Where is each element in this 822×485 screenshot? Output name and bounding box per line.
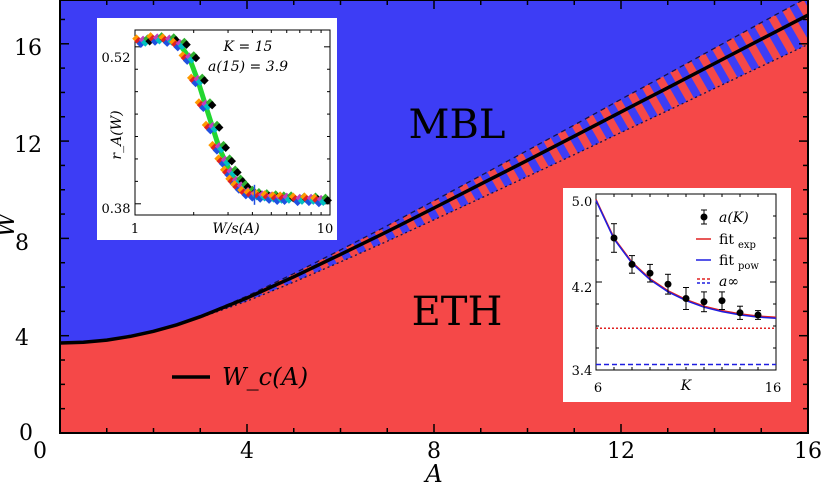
inset1-data-point — [221, 143, 230, 152]
inset-scaling-collapse: K = 15 a(15) = 3.9 0.52 0.38 1 10 W/s(A)… — [97, 18, 337, 240]
y-tick-label: 8 — [15, 231, 29, 256]
inset1-annotation: a(15) = 3.9 — [208, 59, 288, 75]
inset2-frame — [595, 193, 777, 371]
inset1-annotation: K = 15 — [223, 39, 273, 55]
inset2-data-point — [754, 311, 762, 319]
inset1-data-point — [191, 53, 201, 63]
inset2-data-point — [646, 269, 654, 277]
y-tick-label: 4 — [15, 326, 29, 351]
y-tick-label: 16 — [14, 36, 42, 61]
inset2-data-point — [718, 297, 726, 305]
inset1-marks — [132, 32, 332, 208]
inset2-data-point — [700, 298, 708, 306]
inset2-y-tick-label: 4.2 — [572, 281, 593, 296]
inset1-x-tick-label: 10 — [317, 222, 334, 237]
main-frame — [59, 0, 809, 434]
y-axis-label: W — [0, 210, 20, 237]
mbl-region-label: MBL — [409, 102, 506, 148]
inset1-data-point — [227, 156, 237, 166]
lower-bound-dotted-line — [59, 43, 809, 344]
legend-label-a-inf: a∞ — [719, 274, 739, 290]
inset1-data-point — [233, 168, 242, 177]
x-tick-label: 0 — [33, 439, 47, 464]
inset2-data-point — [610, 234, 618, 242]
inset1-frame — [134, 29, 331, 216]
x-tick-label: 4 — [240, 439, 254, 464]
inset2-legend: a(K) fit exp fit pow a∞ — [696, 209, 759, 290]
inset1-data-point — [182, 40, 191, 49]
inset1-y-axis-label: r_A(W) — [109, 110, 125, 159]
inset2-x-axis-label: K — [680, 378, 693, 394]
y-tick-label: 0 — [19, 421, 33, 446]
legend-label-aK: a(K) — [719, 210, 749, 226]
legend-label-fit-exp-subscript: exp — [738, 240, 756, 251]
inset1-data-point — [323, 196, 332, 205]
legend-label-fit-pow-subscript: pow — [738, 261, 759, 272]
wc-series-line — [59, 13, 809, 345]
inset-aK-extrapolation: 5.0 4.2 3.4 6 16 K a(K) fit exp fit pow … — [563, 188, 791, 402]
x-tick-label: 16 — [794, 439, 822, 464]
inset2-y-tick-label: 5.0 — [572, 195, 593, 210]
inset1-data-point — [200, 76, 209, 85]
inset2-data-point — [682, 295, 690, 302]
inset1-x-axis-label: W/s(A) — [212, 221, 259, 237]
inset2-data-point — [664, 280, 672, 288]
x-tick-label: 8 — [427, 439, 441, 464]
inset2-x-tick-label: 6 — [594, 381, 602, 396]
inset2-data-point — [736, 309, 744, 317]
inset2-data-point — [628, 260, 636, 268]
legend-label-fit-pow: fit — [719, 253, 734, 269]
x-tick-label: 12 — [607, 439, 635, 464]
inset1-data-point — [214, 123, 224, 132]
legend-label: W_c(A) — [222, 363, 308, 391]
inset2-marks — [595, 199, 777, 366]
inset2-x-tick-label: 16 — [765, 381, 782, 396]
x-axis-label: A — [423, 460, 442, 485]
inset2-ticks — [595, 193, 777, 371]
legend-label-fit-exp: fit — [719, 232, 734, 248]
inset1-y-tick-label: 0.38 — [102, 202, 131, 217]
eth-region-label: ETH — [412, 289, 503, 335]
y-tick-label: 12 — [14, 133, 42, 158]
inset1-y-tick-label: 0.52 — [102, 51, 131, 66]
inset1-data-point — [207, 100, 217, 110]
inset2-y-tick-label: 3.4 — [572, 364, 593, 379]
inset1-x-tick-label: 1 — [131, 222, 139, 237]
